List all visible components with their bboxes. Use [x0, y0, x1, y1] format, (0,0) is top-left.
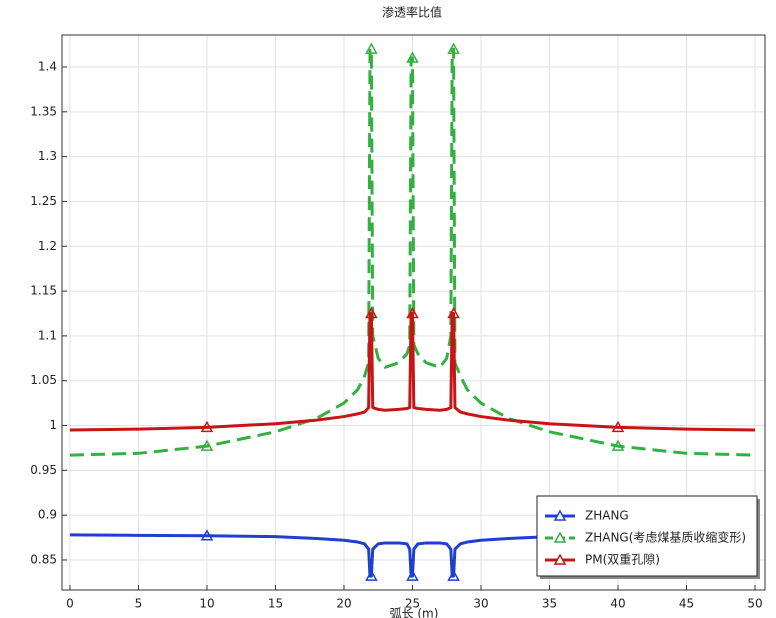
point-marker	[200, 420, 214, 433]
series-line	[69, 47, 756, 457]
x-tick-label: 50	[747, 597, 762, 611]
chart-title: 渗透率比值	[382, 5, 442, 20]
series-line	[69, 533, 756, 578]
series-line	[69, 311, 756, 432]
y-tick-label: 1.2	[38, 239, 57, 253]
y-tick-label: 1	[49, 418, 57, 432]
series-group	[69, 42, 756, 581]
y-tick-label: 1.05	[30, 373, 57, 387]
y-tick-label: 1.15	[30, 284, 57, 298]
x-tick-label: 30	[473, 597, 488, 611]
point-marker	[406, 51, 419, 63]
y-tick-label: 1.3	[38, 149, 57, 163]
y-tick-label: 1.1	[38, 328, 57, 342]
point-marker	[406, 306, 419, 319]
point-marker	[611, 420, 625, 433]
x-tick-label: 15	[268, 597, 283, 611]
x-axis-label: 弧长 (m)	[390, 607, 439, 618]
point-marker	[200, 439, 214, 451]
x-tick-label: 35	[542, 597, 557, 611]
legend-marker	[553, 509, 567, 521]
y-tick-label: 0.95	[30, 463, 57, 477]
point-marker	[365, 569, 378, 581]
legend-marker	[553, 553, 567, 565]
plot-frame	[61, 34, 766, 591]
point-marker	[611, 439, 625, 451]
x-tick-label: 0	[66, 597, 74, 611]
legend-label: PM(双重孔隙)	[585, 553, 660, 567]
x-tick-label: 45	[679, 597, 694, 611]
y-tick-label: 0.9	[38, 508, 57, 522]
point-marker	[447, 306, 460, 319]
y-tick-label: 1.25	[30, 194, 57, 208]
point-marker	[200, 529, 214, 541]
legend-label: ZHANG	[585, 509, 629, 523]
legend-marker	[553, 531, 567, 543]
point-marker	[365, 306, 378, 319]
y-tick-label: 1.4	[38, 59, 57, 73]
legend-box	[536, 495, 758, 577]
point-marker	[447, 42, 460, 54]
x-tick-label: 5	[135, 597, 143, 611]
x-tick-label: 40	[610, 597, 625, 611]
x-tick-label: 20	[336, 597, 351, 611]
point-marker	[447, 569, 460, 581]
point-marker	[365, 42, 378, 54]
y-tick-label: 0.85	[30, 552, 57, 566]
y-tick-label: 1.35	[30, 104, 57, 118]
point-marker	[406, 569, 419, 581]
legend-label: ZHANG(考虑煤基质收缩变形)	[585, 530, 746, 545]
x-tick-label: 10	[199, 597, 214, 611]
x-tick-label: 25	[405, 597, 420, 611]
